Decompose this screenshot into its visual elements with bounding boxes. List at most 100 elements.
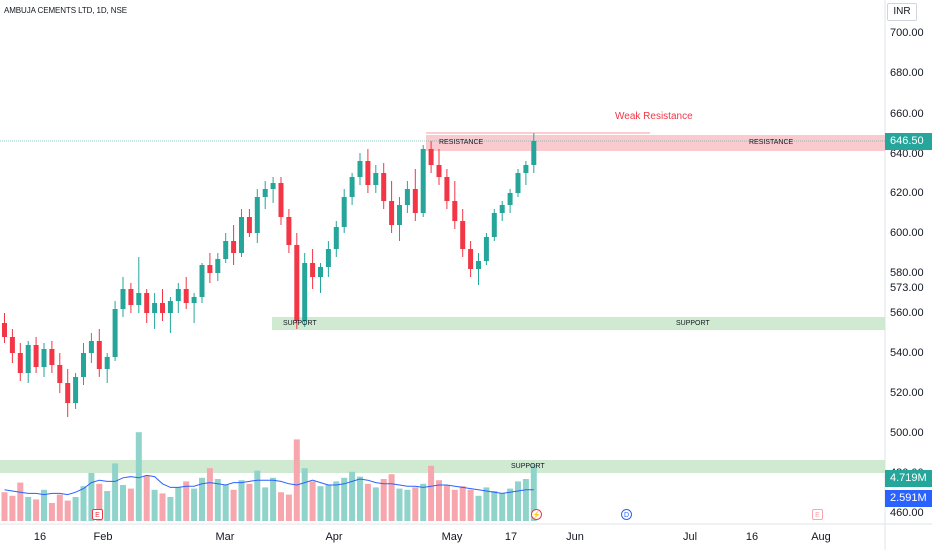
support-label-left: SUPPORT [283,320,317,327]
volume-bar [167,497,174,521]
candle [49,349,55,365]
candle [128,289,134,305]
volume-bar [349,471,356,521]
candle [531,141,537,165]
price-tick: 640.00 [890,148,924,160]
volume-bar [17,482,24,521]
candle [2,323,7,337]
volume-bar [56,494,63,521]
time-tick: Apr [325,531,343,543]
volume-ma-line [4,474,534,496]
time-tick: 16 [33,531,47,543]
volume-bars [1,432,537,521]
volume-bar [380,479,387,521]
candle [381,173,387,201]
volume-bar [341,477,348,521]
volume-bar [475,495,482,521]
volume-bar [222,485,229,521]
candle [523,165,529,173]
time-tick: May [441,531,463,543]
candle [191,297,197,303]
candle [278,183,284,217]
volume-bar [64,500,71,521]
time-tick: Jul [682,531,698,543]
earnings-marker-icon[interactable]: E [92,509,103,520]
volume-bar [254,470,261,521]
volume-bar [507,488,514,521]
volume-bar [238,480,245,521]
split-marker-icon[interactable]: ⚡ [531,509,542,520]
volume-bar [151,489,158,521]
candle [357,161,363,177]
volume-bar [143,475,150,521]
candle [507,193,513,205]
candle [17,353,23,373]
candle [333,227,339,249]
candle [428,149,434,165]
candle [57,365,63,383]
volume-last-tag: 4.719M [885,470,932,487]
volume-ma-tag: 2.591M [885,490,932,507]
volume-bar [175,487,182,521]
volume-bar [499,493,506,521]
price-tick: 573.00 [890,282,924,294]
price-tick: 700.00 [890,27,924,39]
volume-bar [262,487,269,521]
volume-bar [451,489,458,521]
volume-bar [191,488,198,521]
volume-bar [309,481,316,521]
volume-bar [396,488,403,521]
candle [199,265,205,297]
volume-bar [112,463,119,521]
candle [167,301,173,313]
volume-bar [491,491,498,521]
candle [96,341,102,369]
volume-bar [120,485,126,521]
price-tick: 580.00 [890,267,924,279]
volume-support-zone[interactable] [0,460,885,473]
currency-selector[interactable]: INR [887,3,917,21]
candle [476,261,481,269]
resistance-label-right: RESISTANCE [749,139,794,146]
candle [499,205,505,213]
volume-bar [270,477,277,521]
dividend-marker-icon[interactable]: D [621,509,632,520]
candle [452,201,458,221]
volume-support-label: SUPPORT [511,463,545,470]
price-tick: 460.00 [890,507,924,519]
volume-bar [33,499,40,521]
support-zone[interactable] [272,317,885,330]
candle [33,345,39,367]
time-tick: 17 [504,531,518,543]
candle [160,303,165,313]
candle [349,177,355,197]
candle [420,149,426,213]
volume-bar [72,497,79,521]
candle [183,289,189,303]
volume-bar [199,477,205,521]
volume-bar [88,473,95,521]
candle [215,259,221,273]
volume-bar [96,483,103,521]
price-tick: 560.00 [890,307,924,319]
candle [325,249,331,267]
candle [468,249,474,269]
weak-resistance-label: Weak Resistance [615,111,693,122]
volume-bar [25,497,32,521]
last-price-tag[interactable]: 646.50 [885,133,932,150]
candle [373,173,379,185]
candle [389,201,395,225]
volume-bar [412,487,419,521]
candle [112,309,118,357]
volume-bar [443,485,450,521]
candle [515,173,521,193]
resistance-zone[interactable] [426,135,885,151]
candle [207,265,213,273]
candle [302,263,308,321]
price-tick: 660.00 [890,108,924,120]
earnings-upcoming-marker-icon[interactable]: E [812,509,823,520]
volume-bar [436,480,442,521]
price-tick: 520.00 [890,387,924,399]
volume-bar [325,485,332,521]
